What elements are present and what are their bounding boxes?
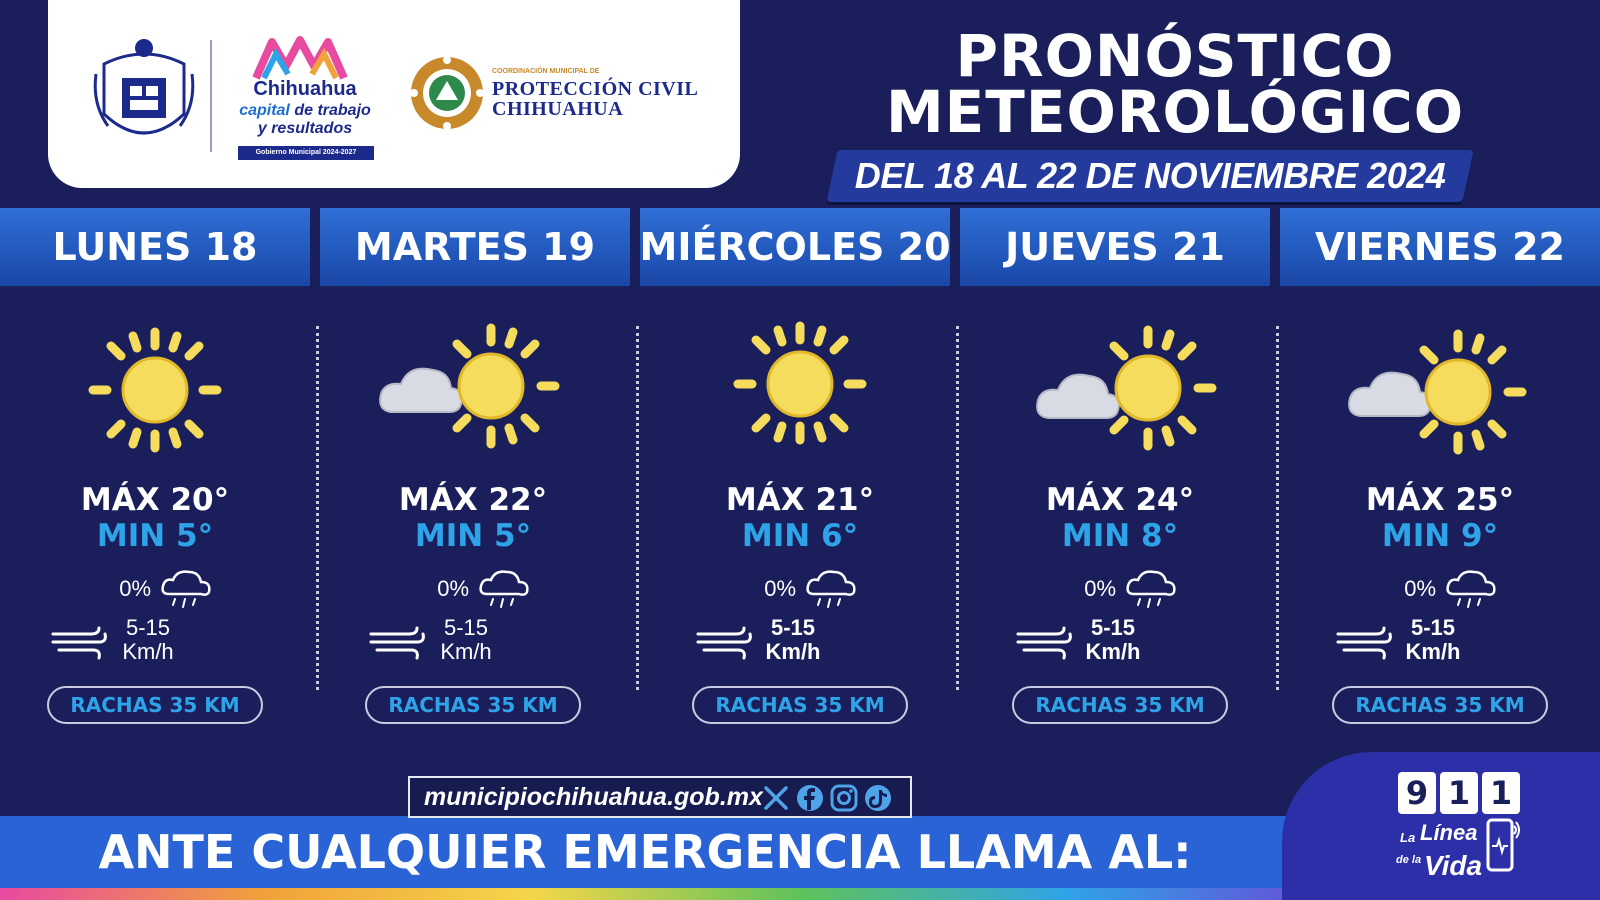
min-temp: MIN 9°: [1381, 518, 1499, 554]
column-divider: [956, 326, 959, 690]
wind-icon: [696, 626, 752, 660]
wind-value: 5-15 Km/h: [1085, 615, 1141, 664]
emergency-digit: 1: [1482, 772, 1520, 814]
gust-badge: RACHAS 35 KM: [47, 686, 263, 724]
rainbow-stripe: [0, 888, 1600, 900]
gust-badge: RACHAS 35 KM: [365, 686, 581, 724]
min-temp: MIN 5°: [414, 518, 532, 554]
rain-cloud-icon: [1126, 570, 1176, 608]
emergency-digit: 1: [1440, 772, 1478, 814]
pc-title: PROTECCIÓN CIVIL: [492, 78, 699, 100]
max-temp: MÁX 25°: [1365, 482, 1515, 518]
rain-probability: 0%: [970, 566, 1270, 612]
sun-icon: [88, 327, 222, 453]
rain-probability: 0%: [323, 566, 623, 612]
max-temp: MÁX 24°: [1045, 482, 1195, 518]
logo-panel: Chihuahua capital de trabajo y resultado…: [48, 0, 740, 188]
column-divider: [1276, 326, 1279, 690]
phone-icon: [1486, 818, 1520, 872]
wind-value: 5-15 Km/h: [765, 615, 821, 664]
day-header-3: MIÉRCOLES 20: [640, 208, 951, 286]
min-temp: MIN 6°: [741, 518, 859, 554]
column-divider: [636, 326, 639, 690]
chihuahua-logo: Chihuahua capital de trabajo y resultado…: [220, 30, 390, 160]
day-forecast: MÁX 25° MIN 9° 0% 5-15 Km/h RACHAS 35 KM: [1290, 320, 1590, 730]
day-forecast: MÁX 24° MIN 8° 0% 5-15 Km/h RACHAS 35 KM: [970, 320, 1270, 730]
rain-cloud-icon: [479, 570, 529, 608]
government-period: Gobierno Municipal 2024-2027: [238, 146, 374, 160]
wind-value: 5-15 Km/h: [1405, 615, 1461, 664]
wind-value: 5-15 Km/h: [440, 615, 492, 664]
rain-probability: 0%: [650, 566, 950, 612]
wind-speed: 5-15 Km/h: [1290, 616, 1590, 670]
x-icon[interactable]: [762, 784, 790, 812]
pc-subtitle: COORDINACIÓN MUNICIPAL DE: [492, 68, 600, 75]
wind-speed: 5-15 Km/h: [323, 616, 623, 670]
date-range: DEL 18 AL 22 DE NOVIEMBRE 2024: [854, 155, 1446, 196]
day-forecast: MÁX 20° MIN 5° 0% 5-15 Km/h RACHAS 35 KM: [5, 320, 305, 730]
proteccion-civil-logo: COORDINACIÓN MUNICIPAL DE PROTECCIÓN CIV…: [408, 52, 728, 136]
rain-cloud-icon: [161, 570, 211, 608]
emergency-band: [0, 816, 1290, 888]
min-temp: MIN 8°: [1061, 518, 1179, 554]
column-divider: [316, 326, 319, 690]
day-header-5: VIERNES 22: [1280, 208, 1600, 286]
wind-icon: [1016, 626, 1072, 660]
rain-cloud-icon: [1446, 570, 1496, 608]
rain-percent: 0%: [1084, 576, 1116, 601]
max-temp: MÁX 21°: [725, 482, 875, 518]
min-temp: MIN 5°: [96, 518, 214, 554]
wind-speed: 5-15 Km/h: [650, 616, 950, 670]
page-title-line2: METEOROLÓGICO: [885, 78, 1465, 146]
gust-badge: RACHAS 35 KM: [1332, 686, 1548, 724]
facebook-icon[interactable]: [796, 784, 824, 812]
wind-speed: 5-15 Km/h: [5, 616, 305, 670]
max-temp: MÁX 22°: [398, 482, 548, 518]
day-header-2: MARTES 19: [320, 208, 630, 286]
chihuahua-name: Chihuahua: [253, 78, 357, 100]
website-link[interactable]: municipiochihuahua.gob.mx: [424, 783, 763, 811]
logo-divider: [210, 40, 212, 152]
rain-probability: 0%: [1290, 566, 1590, 612]
day-forecast: MÁX 21° MIN 6° 0% 5-15 Km/h RACHAS 35 KM: [650, 320, 950, 730]
partly-cloudy-icon: [1348, 329, 1527, 455]
rain-percent: 0%: [437, 576, 469, 601]
city-crest-icon: [93, 39, 195, 135]
chihuahua-tagline: capital de trabajo y resultados: [239, 102, 371, 137]
hotline-label: La Línea de la Vida: [1396, 820, 1483, 881]
chihuahua-mark-icon: [252, 36, 348, 80]
website-box: municipiochihuahua.gob.mx: [408, 776, 912, 818]
proteccion-civil-emblem-icon: [410, 56, 484, 130]
gust-badge: RACHAS 35 KM: [692, 686, 908, 724]
emergency-digit: 9: [1398, 772, 1436, 814]
page-title-line1: PRONÓSTICO: [955, 22, 1395, 90]
wind-icon: [51, 626, 107, 660]
tiktok-icon[interactable]: [864, 784, 892, 812]
rain-percent: 0%: [119, 576, 151, 601]
instagram-icon[interactable]: [830, 784, 858, 812]
rain-percent: 0%: [764, 576, 796, 601]
rain-percent: 0%: [1404, 576, 1436, 601]
max-temp: MÁX 20°: [80, 482, 230, 518]
rain-probability: 0%: [5, 566, 305, 612]
sun-icon: [733, 321, 867, 445]
day-forecast: MÁX 22° MIN 5° 0% 5-15 Km/h RACHAS 35 KM: [323, 320, 623, 730]
rain-cloud-icon: [806, 570, 856, 608]
day-header-1: LUNES 18: [0, 208, 310, 286]
pc-city: CHIHUAHUA: [492, 98, 624, 120]
wind-speed: 5-15 Km/h: [970, 616, 1270, 670]
partly-cloudy-icon: [1036, 325, 1217, 451]
emergency-text: ANTE CUALQUIER EMERGENCIA LLAMA AL:: [98, 825, 1192, 879]
partly-cloudy-icon: [379, 323, 560, 449]
gust-badge: RACHAS 35 KM: [1012, 686, 1228, 724]
wind-icon: [1336, 626, 1392, 660]
wind-value: 5-15 Km/h: [122, 615, 174, 664]
wind-icon: [369, 626, 425, 660]
day-header-4: JUEVES 21: [960, 208, 1270, 286]
